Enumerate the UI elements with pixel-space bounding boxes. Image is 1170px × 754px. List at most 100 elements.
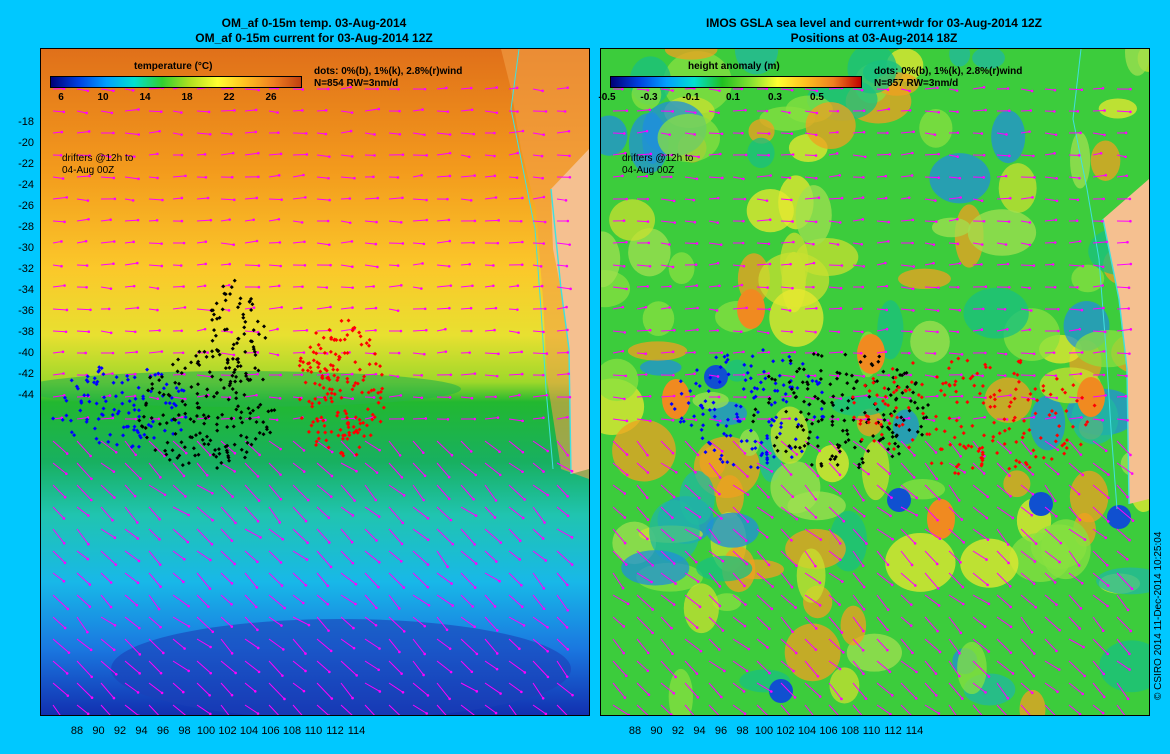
current-vector — [900, 330, 912, 333]
vector-head — [301, 109, 304, 112]
left-map-panel[interactable] — [40, 48, 590, 716]
current-vector — [804, 550, 816, 567]
drifter-position — [890, 366, 895, 371]
current-vector — [508, 528, 521, 542]
current-vector — [196, 285, 206, 288]
drifter-position — [879, 432, 884, 437]
current-vector — [268, 638, 284, 650]
drifter-position — [204, 354, 209, 359]
vector-head — [720, 517, 723, 520]
vector-head — [911, 218, 915, 222]
current-vector — [756, 372, 769, 376]
drifter-position — [329, 335, 334, 340]
drifter-position — [268, 430, 273, 435]
drifter-position — [835, 376, 840, 381]
vector-head — [982, 153, 986, 157]
drifter-position — [891, 375, 896, 380]
current-vector — [780, 241, 794, 244]
right-colorbar — [610, 76, 862, 88]
current-vector — [100, 616, 116, 626]
drifter-position — [800, 361, 805, 366]
vector-head — [673, 328, 676, 332]
vector-head — [110, 111, 114, 115]
vector-head — [204, 176, 208, 179]
vector-head — [112, 262, 115, 265]
left-colorbar — [50, 76, 302, 88]
vector-head — [86, 557, 90, 561]
current-vector — [1020, 660, 1035, 677]
vector-head — [767, 563, 771, 567]
current-vector — [1044, 176, 1057, 179]
vector-head — [494, 196, 498, 199]
current-vector — [484, 219, 499, 222]
vector-head — [351, 397, 354, 400]
vector-head — [768, 452, 772, 455]
vector-head — [375, 606, 378, 610]
vector-head — [913, 542, 917, 545]
current-vector — [268, 572, 283, 586]
lon-tick-label: 110 — [304, 725, 323, 737]
vector-head — [353, 176, 356, 180]
height-anomaly-patch — [840, 605, 867, 646]
drifter-position — [753, 407, 758, 412]
vector-head — [1034, 605, 1038, 609]
current-vector — [220, 484, 233, 497]
current-vector — [804, 132, 817, 136]
height-anomaly-patch — [815, 444, 849, 483]
current-vector — [220, 198, 235, 201]
current-vector — [876, 682, 893, 696]
vector-head — [112, 470, 116, 473]
drifter-position — [121, 433, 126, 438]
vector-head — [1032, 582, 1036, 585]
drifter-position — [196, 452, 201, 457]
current-vector — [1020, 242, 1031, 246]
drifter-position — [239, 433, 244, 438]
drifter-position — [819, 463, 824, 468]
drifter-position — [939, 447, 944, 452]
vector-head — [184, 495, 187, 498]
drifter-position — [810, 421, 815, 426]
vector-head — [545, 393, 549, 397]
vector-head — [1102, 197, 1105, 201]
current-vector — [556, 351, 568, 354]
vector-head — [541, 537, 545, 540]
current-vector — [828, 351, 842, 354]
vector-head — [814, 497, 818, 501]
vector-head — [86, 712, 90, 715]
vector-head — [980, 243, 984, 246]
drifter-position — [207, 370, 212, 375]
current-vector — [1044, 594, 1057, 606]
vector-head — [987, 650, 991, 653]
current-vector — [460, 638, 478, 655]
vector-head — [1078, 518, 1082, 522]
current-vector — [1116, 550, 1128, 560]
vector-head — [1007, 220, 1011, 223]
current-vector — [948, 572, 964, 588]
current-vector — [292, 704, 303, 715]
vector-head — [63, 561, 67, 565]
current-vector — [684, 220, 695, 223]
right-map-panel[interactable] — [600, 48, 1150, 716]
current-vector — [268, 484, 282, 500]
current-vector — [460, 198, 472, 201]
current-vector — [124, 351, 137, 354]
drifter-position — [815, 435, 820, 440]
vector-head — [1008, 154, 1011, 158]
current-vector — [220, 638, 233, 654]
vector-head — [814, 154, 818, 157]
current-vector — [1092, 638, 1109, 655]
drifter-position — [781, 397, 786, 402]
colorbar-tick-label: -0.5 — [598, 92, 616, 103]
vector-head — [255, 393, 258, 397]
vector-head — [1004, 352, 1008, 356]
vector-head — [768, 671, 771, 675]
current-vector — [732, 704, 746, 715]
drifter-position — [1016, 379, 1021, 384]
vector-head — [886, 88, 890, 91]
drifter-position — [176, 420, 181, 425]
vector-head — [717, 648, 721, 651]
drifter-position — [91, 380, 96, 385]
drifter-position — [719, 453, 724, 458]
current-vector — [1068, 396, 1083, 399]
vector-head — [399, 394, 403, 397]
